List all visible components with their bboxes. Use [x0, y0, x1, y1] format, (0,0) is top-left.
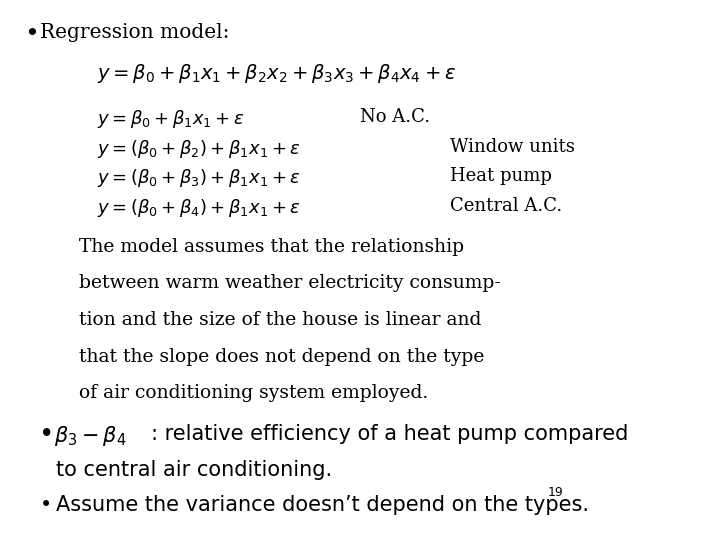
Text: $y = (\beta_0 + \beta_3) + \beta_1 x_1 + \epsilon$: $y = (\beta_0 + \beta_3) + \beta_1 x_1 +… [97, 167, 301, 190]
Text: 19: 19 [547, 486, 563, 499]
Text: The model assumes that the relationship: The model assumes that the relationship [79, 238, 464, 255]
Text: Regression model:: Regression model: [40, 23, 229, 42]
Text: of air conditioning system employed.: of air conditioning system employed. [79, 384, 428, 402]
Text: No A.C.: No A.C. [360, 108, 430, 126]
Text: •: • [25, 23, 38, 43]
Text: Heat pump: Heat pump [450, 167, 552, 185]
Text: to central air conditioning.: to central air conditioning. [56, 460, 333, 480]
Text: Assume the variance doesn’t depend on the types.: Assume the variance doesn’t depend on th… [56, 495, 589, 515]
Text: $y = \beta_0 + \beta_1 x_1 + \beta_2 x_2 + \beta_3 x_3 + \beta_4 x_4 + \epsilon$: $y = \beta_0 + \beta_1 x_1 + \beta_2 x_2… [97, 62, 456, 85]
Text: $y = \beta_0 + \beta_1 x_1 + \epsilon$: $y = \beta_0 + \beta_1 x_1 + \epsilon$ [97, 108, 245, 130]
Text: Window units: Window units [450, 138, 575, 156]
Text: $\beta_3 - \beta_4$: $\beta_3 - \beta_4$ [54, 424, 127, 448]
Text: Central A.C.: Central A.C. [450, 197, 562, 215]
Text: $y = (\beta_0 + \beta_2) + \beta_1 x_1 + \epsilon$: $y = (\beta_0 + \beta_2) + \beta_1 x_1 +… [97, 138, 301, 160]
Text: that the slope does not depend on the type: that the slope does not depend on the ty… [79, 348, 485, 366]
Text: $y = (\beta_0 + \beta_4) + \beta_1 x_1 + \epsilon$: $y = (\beta_0 + \beta_4) + \beta_1 x_1 +… [97, 197, 301, 219]
Text: •: • [40, 424, 53, 444]
Text: between warm weather electricity consump-: between warm weather electricity consump… [79, 274, 501, 292]
Text: : relative efficiency of a heat pump compared: : relative efficiency of a heat pump com… [151, 424, 629, 444]
Text: tion and the size of the house is linear and: tion and the size of the house is linear… [79, 311, 482, 329]
Text: •: • [40, 495, 52, 515]
